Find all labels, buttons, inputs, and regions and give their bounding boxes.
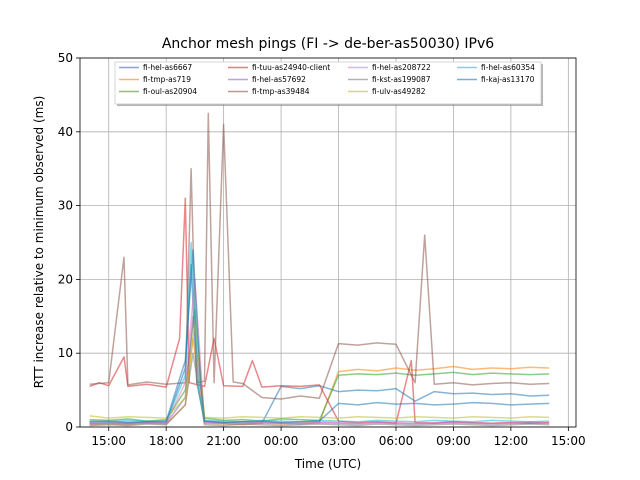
x-tick-label: 09:00 [436,434,471,448]
x-tick-label: 15:00 [91,434,126,448]
legend-box [114,61,542,105]
axes: 15:00 18:00 21:00 00:00 03:00 06:00 09:00 12:00… [58,51,586,448]
legend-label: fi-kaj-as13170 [481,75,535,84]
x-axis-label: Time (UTC) [294,457,361,471]
y-tick-label: 50 [58,51,73,65]
y-tick-label: 0 [65,420,73,434]
series-line-fi-kst-as199087 [89,352,550,427]
legend-label: fi-ulv-as49282 [372,87,426,96]
y-tick-label: 30 [58,199,73,213]
plot-frame [79,57,577,428]
x-tick-label: 21:00 [206,434,241,448]
legend-label: fi-hel-as6667 [143,63,192,72]
series-group [89,112,550,427]
legend-label: fi-tuu-as24940-client [252,63,330,72]
series-line-fi-hel-as208722 [89,278,550,425]
legend-label: fi-hel-as208722 [372,63,431,72]
legend-label: fi-tmp-as39484 [252,87,310,96]
x-tick-label: 00:00 [264,434,299,448]
legend-label: fi-oul-as20904 [143,87,197,96]
y-tick-label: 10 [58,346,73,360]
y-axis-label: RTT increase relative to minimum observe… [32,96,46,389]
legend: fi-hel-as6667 fi-tmp-as719 fi-oul-as20904 f… [114,61,543,106]
x-tick-label: 18:00 [149,434,184,448]
x-tick-label: 12:00 [494,434,529,448]
series-line-fi-kaj-as13170 [89,249,550,424]
x-tick-label: 06:00 [379,434,414,448]
legend-label: fi-hel-as57692 [252,75,306,84]
x-tick-label: 03:00 [321,434,356,448]
series-line-fi-tmp-as39484 [89,112,550,400]
legend-label: fi-hel-as60354 [481,63,535,72]
chart-title: Anchor mesh pings (FI -> de-ber-as50030)… [162,36,494,52]
y-tick-label: 20 [58,272,73,286]
y-tick-label: 40 [58,125,73,139]
x-tick-label: 15:00 [551,434,586,448]
legend-label: fi-tmp-as719 [143,75,191,84]
legend-label: fi-kst-as199087 [372,75,431,84]
